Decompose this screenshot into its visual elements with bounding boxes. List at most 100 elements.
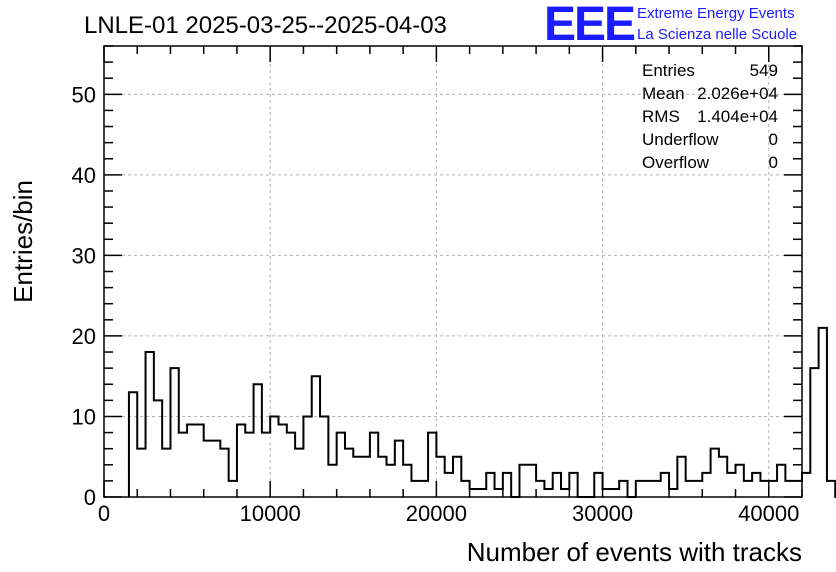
histogram-bin: [411, 481, 419, 497]
stats-entries-value: 549: [750, 61, 778, 80]
histogram-bin: [569, 473, 577, 497]
histogram-bin: [445, 473, 453, 497]
y-tick-label: 30: [72, 243, 96, 268]
histogram-bin: [736, 465, 744, 497]
histogram-bin: [245, 433, 253, 497]
histogram-bin: [760, 481, 768, 497]
y-tick-label: 10: [72, 404, 96, 429]
histogram-bin: [195, 425, 203, 497]
histogram-bin: [544, 489, 552, 497]
y-tick-label: 40: [72, 163, 96, 188]
stats-overflow-label: Overflow: [642, 153, 710, 172]
histogram-bin: [519, 465, 527, 497]
histogram-bin: [303, 416, 311, 497]
histogram-bin: [503, 473, 511, 497]
histogram-bin: [420, 481, 428, 497]
histogram-bin: [137, 449, 145, 497]
histogram-bin: [362, 457, 370, 497]
histogram-bin: [395, 441, 403, 497]
logo-line-2: La Scienza nelle Scuole: [637, 26, 797, 43]
histogram-series: [127, 326, 836, 498]
histogram-bin: [436, 457, 444, 497]
y-tick-label: 0: [84, 485, 96, 510]
x-tick-label: 40000: [738, 501, 799, 526]
histogram-bin: [403, 465, 411, 497]
histogram-bin: [428, 433, 436, 497]
tick-labels: 0 10000 20000 30000 40000 0 10 20 30 40 50: [72, 82, 800, 526]
histogram-bin: [686, 481, 694, 497]
histogram-bin: [594, 473, 602, 497]
histogram-bin: [478, 489, 486, 497]
histogram-bin: [312, 376, 320, 497]
histogram-bin: [237, 425, 245, 497]
histogram-bin: [353, 457, 361, 497]
x-tick-label: 0: [98, 501, 110, 526]
histogram-bin: [146, 352, 154, 497]
histogram-bin: [378, 457, 386, 497]
histogram-bin: [320, 416, 328, 497]
histogram-bin: [129, 392, 137, 497]
histogram-bin: [179, 433, 187, 497]
histogram-bin: [794, 481, 802, 497]
histogram-bin: [453, 457, 461, 497]
eee-logo: EEE Extreme Energy Events La Scienza nel…: [544, 0, 797, 51]
histogram-bin: [752, 473, 760, 497]
histogram-bin: [212, 441, 220, 497]
y-tick-label: 20: [72, 324, 96, 349]
histogram-bin: [553, 473, 561, 497]
histogram-bin: [785, 481, 793, 497]
histogram-bin: [810, 368, 818, 497]
histogram-bin: [495, 489, 503, 497]
histogram-bin: [603, 489, 611, 497]
histogram-bin: [254, 384, 262, 497]
histogram-bin: [719, 457, 727, 497]
histogram-bin: [677, 457, 685, 497]
histogram-bin: [727, 473, 735, 497]
histogram-bin: [636, 481, 644, 497]
stats-underflow-value: 0: [769, 130, 778, 149]
chart-title: LNLE-01 2025-03-25--2025-04-03: [84, 12, 447, 39]
x-tick-label: 30000: [572, 501, 633, 526]
histogram-bin: [802, 473, 810, 497]
histogram-bin: [652, 481, 660, 497]
histogram-bin: [461, 481, 469, 497]
histogram-bin: [262, 433, 270, 497]
logo-mark: EEE: [544, 0, 635, 51]
histogram-bin: [611, 489, 619, 497]
histogram-bin: [295, 449, 303, 497]
histogram-bin: [694, 481, 702, 497]
histogram-bin: [337, 433, 345, 497]
histogram-bin: [387, 465, 395, 497]
histogram-bin: [711, 449, 719, 497]
histogram-bin: [769, 481, 777, 497]
x-axis-label: Number of events with tracks: [467, 537, 802, 567]
histogram-bin: [669, 489, 677, 497]
histogram-bin: [154, 400, 162, 497]
histogram-bin: [819, 328, 827, 497]
histogram-bin: [170, 368, 178, 497]
histogram-bin: [162, 449, 170, 497]
stats-mean-label: Mean: [642, 84, 685, 103]
histogram-bin: [702, 473, 710, 497]
histogram-bin: [486, 473, 494, 497]
histogram-bin: [827, 481, 835, 497]
histogram-bin: [204, 441, 212, 497]
histogram-bin: [619, 481, 627, 497]
histogram-bin: [661, 473, 669, 497]
histogram-bin: [345, 449, 353, 497]
histogram-outline: [127, 326, 836, 498]
histogram-bin: [528, 465, 536, 497]
histogram-bin: [470, 489, 478, 497]
grid-lines: [104, 46, 802, 497]
histogram-bin: [777, 465, 785, 497]
histogram-bin: [370, 433, 378, 497]
histogram-bin: [536, 481, 544, 497]
histogram-bin: [279, 425, 287, 497]
histogram-bin: [270, 416, 278, 497]
x-tick-label: 10000: [240, 501, 301, 526]
stats-mean-value: 2.026e+04: [697, 84, 778, 103]
histogram-bin: [187, 425, 195, 497]
stats-box: Entries 549 Mean 2.026e+04 RMS 1.404e+04…: [642, 61, 778, 172]
y-tick-label: 50: [72, 82, 96, 107]
